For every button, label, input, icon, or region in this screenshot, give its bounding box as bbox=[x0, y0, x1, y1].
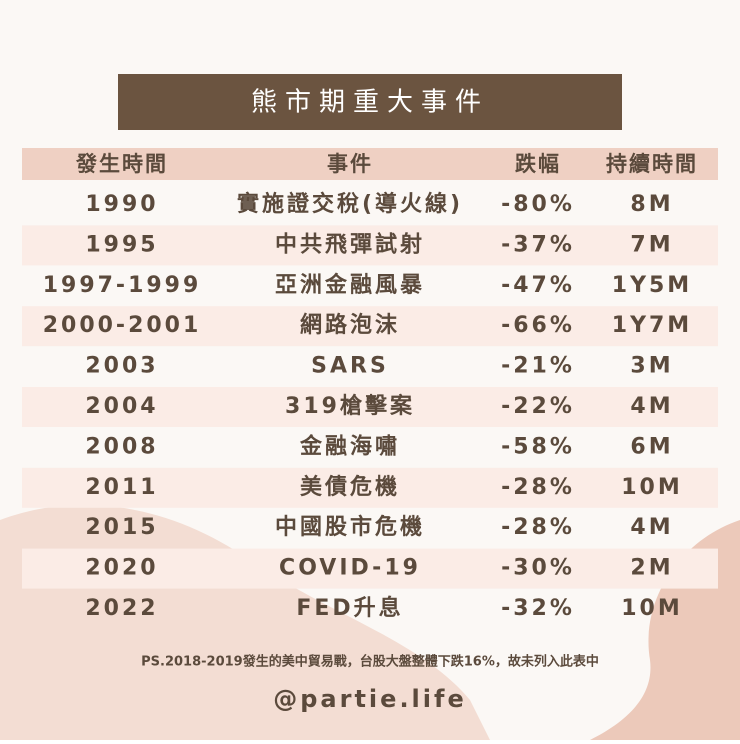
table-cell: 4M bbox=[630, 515, 673, 540]
table-cell: 319槍擊案 bbox=[285, 393, 415, 419]
row-stripe bbox=[22, 548, 718, 589]
table-cell: FED升息 bbox=[296, 595, 403, 621]
table-cell: -28% bbox=[501, 515, 575, 540]
row-stripe bbox=[22, 387, 718, 427]
table-cell: 7M bbox=[630, 232, 673, 257]
table-cell: 美債危機 bbox=[300, 474, 400, 500]
table-cell: 2011 bbox=[85, 475, 158, 500]
row-stripe bbox=[22, 225, 718, 266]
title-box bbox=[118, 74, 622, 130]
table-cell: 1Y5M bbox=[612, 273, 692, 298]
table-cell: COVID-19 bbox=[279, 556, 421, 581]
table-cell: 1Y7M bbox=[612, 313, 692, 338]
table-cell: 亞洲金融風暴 bbox=[275, 272, 425, 298]
table-cell: 2000-2001 bbox=[43, 313, 202, 338]
title: 熊市期重大事件 bbox=[251, 88, 489, 118]
table-cell: 2003 bbox=[85, 354, 158, 379]
column-header: 發生時間 bbox=[75, 152, 168, 176]
table-cell: 2015 bbox=[85, 515, 158, 540]
table-cell: 實施證交稅(導火線) bbox=[237, 191, 463, 217]
table-cell: -47% bbox=[501, 273, 575, 298]
table-cell: 8M bbox=[630, 192, 673, 217]
table-cell: SARS bbox=[311, 354, 389, 379]
row-stripe bbox=[22, 467, 718, 508]
table-cell: -80% bbox=[501, 192, 575, 217]
table-cell: 3M bbox=[630, 354, 673, 379]
footnote: PS.2018-2019發生的美中貿易戰，台股大盤整體下跌16%，故未列入此表中 bbox=[141, 654, 599, 670]
table-cell: 2008 bbox=[85, 434, 158, 459]
column-header: 事件 bbox=[327, 152, 373, 176]
table-cell: 6M bbox=[630, 434, 673, 459]
table-cell: 2022 bbox=[85, 596, 158, 621]
table-cell: 網路泡沫 bbox=[300, 312, 400, 338]
table-cell: 金融海嘯 bbox=[299, 433, 400, 459]
table-cell: 2020 bbox=[85, 556, 158, 581]
column-header: 跌幅 bbox=[515, 152, 561, 176]
table-cell: -22% bbox=[501, 394, 575, 419]
table-cell: -32% bbox=[501, 596, 575, 621]
table-cell: 1990 bbox=[85, 192, 158, 217]
table-cell: 10M bbox=[621, 596, 683, 621]
column-header: 持續時間 bbox=[606, 152, 698, 176]
row-stripe bbox=[22, 306, 718, 347]
table-cell: 2004 bbox=[85, 394, 158, 419]
table-cell: 4M bbox=[630, 394, 673, 419]
table-cell: 10M bbox=[621, 475, 683, 500]
table-cell: 中共飛彈試射 bbox=[275, 231, 425, 257]
table-cell: 2M bbox=[630, 556, 673, 581]
header-row bbox=[22, 148, 718, 180]
handle: @partie.life bbox=[273, 685, 466, 713]
table-cell: 1997-1999 bbox=[43, 273, 202, 298]
table-cell: -30% bbox=[501, 556, 575, 581]
table-cell: -58% bbox=[501, 434, 575, 459]
table-cell: -21% bbox=[501, 354, 575, 379]
table-cell: 1995 bbox=[85, 232, 158, 257]
table: 發生時間 事件 跌幅 持續時間 1990 實施證交稅(導火線) -80% 8M 1995 中共飛彈… bbox=[22, 152, 718, 621]
table-cell: -66% bbox=[501, 313, 575, 338]
table-cell: -28% bbox=[501, 475, 575, 500]
table-cell: -37% bbox=[501, 232, 575, 257]
table-cell: 中國股市危機 bbox=[275, 514, 425, 540]
